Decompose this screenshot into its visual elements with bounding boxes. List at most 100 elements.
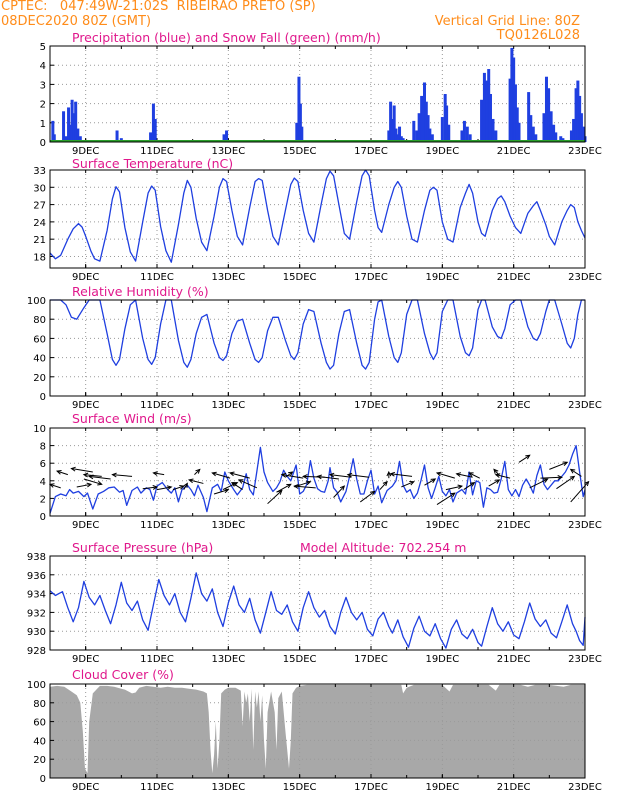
wind-arrow-head [457, 484, 463, 490]
wind-arrow-head [455, 472, 462, 477]
wind-arrow-head [328, 472, 335, 478]
precip-bar [300, 126, 304, 142]
precip-bar [508, 78, 512, 142]
wind-arrow [285, 471, 293, 478]
wind-arrow [488, 479, 500, 487]
model-code: TQ0126L028 [496, 28, 580, 43]
x-tick-label: 15DEC [283, 400, 317, 411]
wind-arrow [276, 483, 291, 493]
x-tick-label: 17DEC [354, 520, 388, 531]
x-tick-label: 23DEC [568, 400, 602, 411]
wind-arrow-head [230, 481, 237, 487]
y-tick-label: 40 [33, 736, 46, 747]
x-tick-label: 13DEC [211, 272, 245, 283]
wind-arrow [142, 486, 158, 490]
wind-arrow [238, 479, 258, 489]
precip-bar [487, 69, 491, 142]
wind-arrow [333, 485, 345, 498]
wind-arrow-head [435, 471, 442, 477]
x-tick-label: 21DEC [497, 520, 531, 531]
wind-arrow [570, 468, 582, 477]
wind-arrow-head [152, 471, 158, 476]
precip-bar [412, 120, 416, 142]
wind-arrow [71, 467, 93, 473]
precip-bar [64, 136, 68, 142]
wind-arrow-head [152, 485, 159, 490]
precip-bar [510, 47, 514, 142]
precip-bar [447, 124, 451, 142]
precip-bar [115, 130, 119, 142]
wind-arrow-head [525, 454, 531, 460]
precip-bar [417, 113, 421, 142]
wind-arrow-head [382, 480, 388, 487]
wind-arrow [281, 474, 304, 479]
wind-arrow [401, 481, 414, 488]
wind-arrow-head [339, 485, 346, 491]
precip-bar [549, 111, 553, 142]
wind-arrow-head [316, 474, 322, 480]
wind-arrow-head [86, 482, 93, 488]
x-tick-label: 19DEC [425, 782, 459, 793]
x-tick-label: 21DEC [497, 654, 531, 665]
y-tick-label: 0 [40, 392, 46, 403]
precip-bar [578, 95, 582, 142]
x-tick-label: 9DEC [72, 520, 99, 531]
wind-arrow [317, 475, 339, 480]
x-tick-label: 23DEC [568, 272, 602, 283]
x-tick-label: 11DEC [140, 782, 174, 793]
x-tick-label: 19DEC [425, 520, 459, 531]
rh-series-line [50, 299, 585, 370]
x-tick-label: 9DEC [72, 654, 99, 665]
wind-arrow-head [469, 481, 476, 487]
wind-arrow [76, 483, 92, 488]
wind-arrow-head [302, 474, 308, 479]
y-tick-label: 932 [27, 608, 46, 619]
wind-frame [49, 427, 586, 517]
x-tick-label: 19DEC [425, 654, 459, 665]
wind-arrow [456, 473, 473, 478]
wind-arrow-head [389, 471, 396, 477]
x-tick-label: 15DEC [283, 272, 317, 283]
precip-bar [396, 134, 400, 142]
pressure-subtitle: Model Altitude: 702.254 m [300, 540, 466, 555]
wind-arrow [529, 478, 548, 489]
y-tick-label: 33 [33, 166, 46, 177]
pressure-frame [49, 555, 586, 651]
grid-line-note: Vertical Grid Line: 80Z [434, 14, 580, 29]
wind-arrow-head [386, 470, 392, 477]
precip-bar [424, 101, 428, 142]
wind-arrow [347, 474, 370, 478]
wind-arrow [172, 485, 184, 491]
y-tick-label: 6 [40, 459, 46, 470]
precip-bar [225, 130, 229, 142]
wind-arrow [294, 485, 316, 489]
wind-arrow-head [55, 470, 62, 475]
rh-title: Relative Humidity (%) [72, 284, 209, 299]
x-tick-label: 11DEC [140, 520, 174, 531]
precip-bar [531, 126, 535, 142]
wind-arrow-head [569, 475, 576, 481]
wind-series-line [49, 444, 586, 514]
pressure-series-line [49, 572, 586, 649]
x-tick-label: 17DEC [354, 654, 388, 665]
precip-bar [559, 136, 563, 142]
wind-arrow-head [195, 468, 201, 474]
y-tick-label: 0 [40, 774, 46, 785]
x-tick-label: 23DEC [568, 520, 602, 531]
wind-arrow-head [584, 480, 590, 487]
wind-arrow-head [370, 490, 376, 496]
wind-arrow [222, 482, 238, 491]
wind-arrow-head [494, 479, 501, 484]
y-tick-label: 80 [33, 699, 46, 710]
y-tick-label: 2 [40, 100, 46, 111]
precip-bar [488, 94, 492, 142]
y-tick-label: 20 [33, 755, 46, 766]
wind-arrow [468, 472, 481, 479]
precip-bar [426, 115, 430, 142]
x-tick-label: 15DEC [283, 146, 317, 157]
wind-arrow [424, 478, 436, 486]
wind-arrow-head [494, 473, 501, 478]
wind-arrow [188, 479, 204, 484]
precip-bar [544, 76, 548, 142]
precip-bar [149, 132, 153, 142]
